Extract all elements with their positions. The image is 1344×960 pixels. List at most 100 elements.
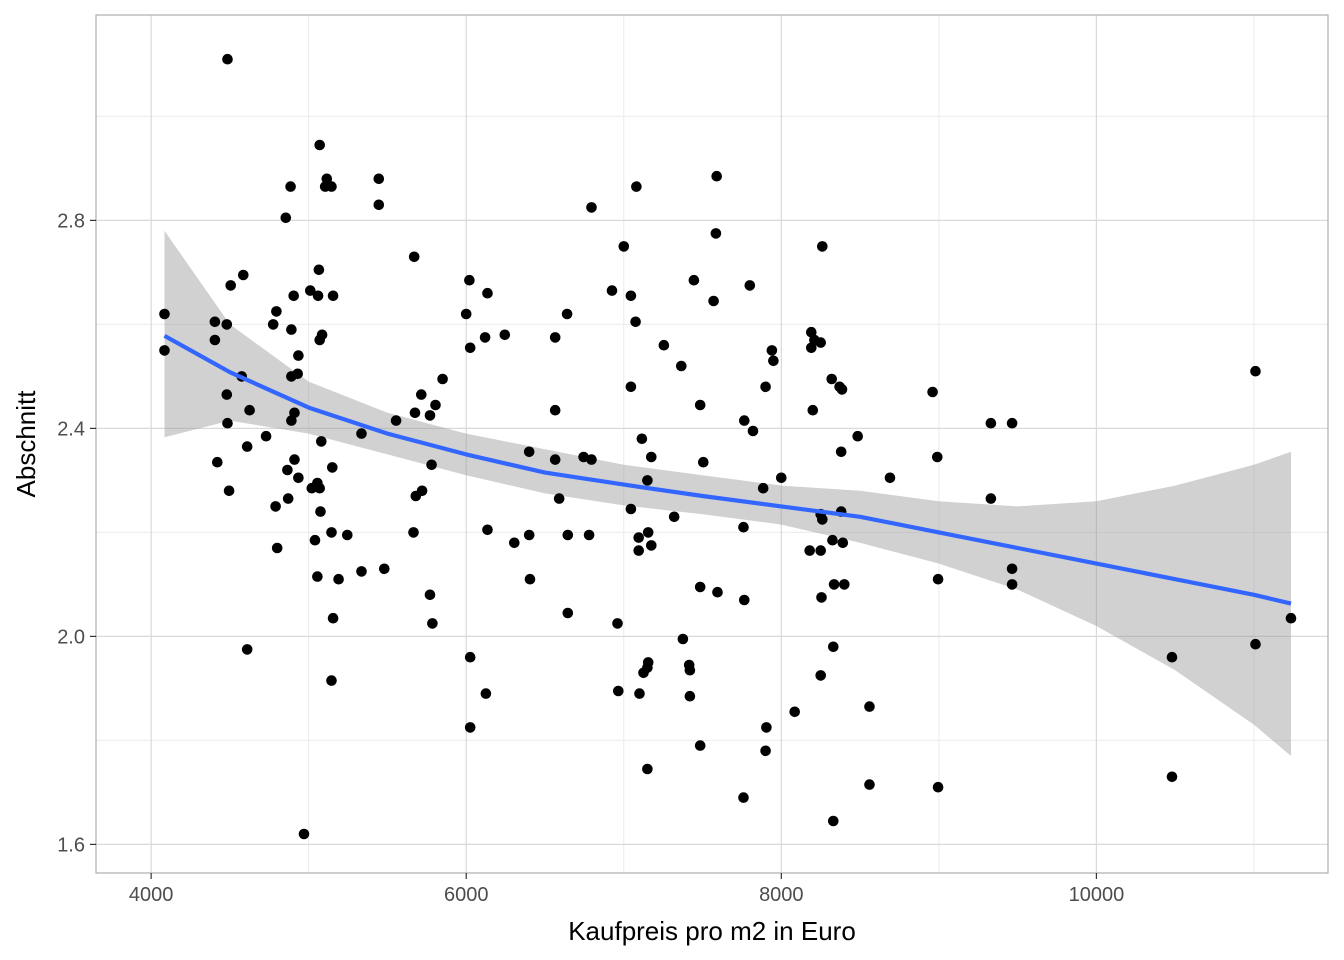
data-point bbox=[625, 381, 637, 393]
data-point bbox=[612, 618, 623, 629]
data-point bbox=[408, 251, 420, 263]
data-point bbox=[613, 685, 624, 697]
data-point bbox=[309, 534, 321, 546]
data-point bbox=[356, 566, 367, 577]
smooth-line bbox=[163, 333, 1292, 606]
data-point bbox=[684, 690, 696, 702]
grid-minor bbox=[96, 15, 1328, 873]
data-point bbox=[549, 404, 561, 416]
data-point bbox=[828, 815, 839, 827]
data-point bbox=[212, 456, 223, 468]
x-tick-label: 4000 bbox=[129, 884, 174, 906]
data-point bbox=[631, 181, 642, 192]
data-point bbox=[238, 269, 249, 281]
data-point bbox=[985, 417, 997, 429]
data-point bbox=[815, 545, 826, 556]
data-point bbox=[789, 706, 800, 718]
data-point bbox=[326, 181, 337, 192]
y-axis-title: Abschnitt bbox=[11, 390, 41, 498]
data-point bbox=[430, 399, 441, 411]
data-point bbox=[836, 384, 848, 395]
data-point bbox=[642, 527, 654, 538]
data-point bbox=[342, 529, 353, 541]
data-point bbox=[837, 537, 849, 549]
data-point bbox=[523, 529, 535, 541]
data-point bbox=[578, 451, 589, 463]
data-point bbox=[209, 316, 221, 328]
data-point bbox=[480, 688, 492, 699]
data-point bbox=[373, 173, 385, 185]
data-point bbox=[1006, 563, 1018, 575]
data-point bbox=[694, 399, 706, 411]
data-point bbox=[646, 451, 657, 463]
data-point bbox=[427, 618, 438, 629]
data-point bbox=[482, 287, 493, 299]
data-point bbox=[927, 386, 938, 398]
data-point bbox=[642, 763, 653, 775]
data-point bbox=[677, 633, 689, 645]
x-tick-label: 6000 bbox=[444, 884, 489, 906]
data-point bbox=[985, 493, 997, 504]
data-point bbox=[606, 285, 618, 296]
data-point bbox=[766, 345, 778, 356]
data-point bbox=[209, 334, 221, 346]
data-point bbox=[738, 521, 749, 533]
data-point bbox=[312, 290, 324, 302]
data-point bbox=[312, 571, 323, 582]
data-point bbox=[817, 241, 828, 252]
data-point bbox=[884, 472, 896, 484]
data-point bbox=[523, 446, 535, 458]
data-point bbox=[499, 329, 511, 341]
data-point bbox=[807, 404, 819, 416]
data-point bbox=[333, 573, 344, 585]
data-point bbox=[280, 212, 292, 224]
data-point bbox=[760, 745, 771, 757]
data-point bbox=[260, 430, 272, 442]
data-point bbox=[839, 579, 850, 590]
data-point bbox=[271, 542, 283, 554]
data-point bbox=[827, 534, 838, 546]
data-point bbox=[760, 381, 771, 393]
data-point bbox=[241, 644, 253, 655]
data-point bbox=[633, 532, 644, 543]
data-point bbox=[562, 607, 574, 619]
data-point bbox=[561, 308, 573, 320]
data-points bbox=[159, 53, 1297, 840]
x-tick-label: 10000 bbox=[1069, 884, 1125, 906]
data-point bbox=[482, 524, 493, 536]
x-axis-title: Kaufpreis pro m2 in Euro bbox=[568, 916, 856, 946]
y-tick-label: 1.6 bbox=[57, 834, 85, 856]
data-point bbox=[225, 280, 236, 291]
data-point bbox=[314, 139, 326, 151]
data-point bbox=[1166, 771, 1178, 783]
x-tick-label: 8000 bbox=[759, 884, 804, 906]
data-point bbox=[464, 274, 475, 286]
data-point bbox=[282, 493, 294, 504]
data-point bbox=[424, 589, 436, 601]
data-point bbox=[424, 410, 436, 421]
data-point bbox=[460, 308, 472, 320]
data-point bbox=[932, 781, 944, 793]
y-tick-label: 2.0 bbox=[57, 626, 85, 648]
data-point bbox=[806, 342, 817, 354]
data-point bbox=[326, 675, 337, 686]
data-point bbox=[285, 181, 296, 192]
data-point bbox=[314, 482, 326, 494]
data-point bbox=[815, 337, 826, 348]
data-point bbox=[306, 482, 318, 494]
data-point bbox=[464, 342, 476, 354]
data-point bbox=[316, 436, 327, 447]
data-point bbox=[776, 472, 787, 484]
data-point bbox=[739, 415, 750, 426]
data-point bbox=[815, 670, 826, 681]
data-point bbox=[286, 324, 297, 335]
data-point bbox=[298, 828, 310, 840]
confidence-band bbox=[164, 230, 1291, 757]
data-point bbox=[1006, 417, 1018, 429]
data-point bbox=[293, 472, 304, 484]
data-point bbox=[634, 688, 645, 699]
data-point bbox=[761, 722, 772, 733]
data-point bbox=[373, 199, 385, 211]
data-point bbox=[286, 371, 297, 382]
